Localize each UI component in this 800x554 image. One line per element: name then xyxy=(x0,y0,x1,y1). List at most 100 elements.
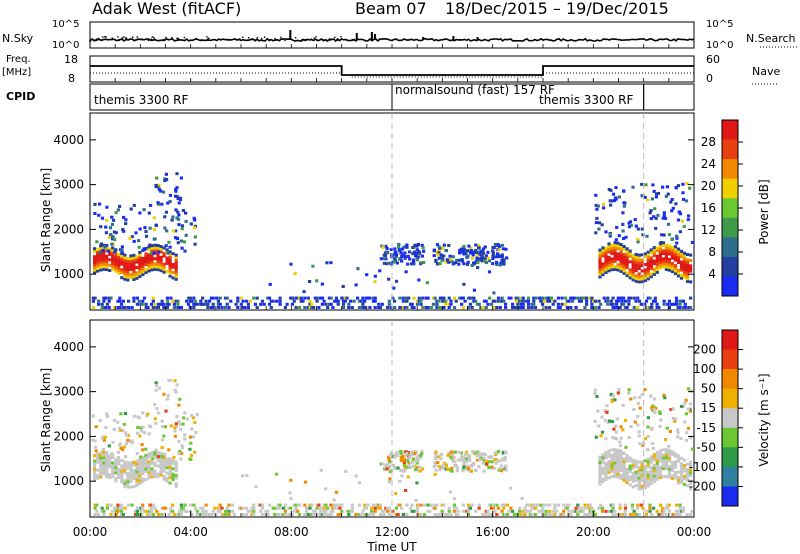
echo-cell xyxy=(637,460,641,464)
echo-cell xyxy=(172,513,176,516)
echo-cell xyxy=(467,454,471,458)
echo-cell xyxy=(107,296,111,300)
echo-cell xyxy=(486,256,490,260)
echo-cell xyxy=(118,299,122,303)
echo-cell xyxy=(403,306,407,309)
nsearch-point xyxy=(301,38,303,41)
echo-cell xyxy=(150,461,154,465)
echo-cell xyxy=(414,246,418,250)
echo-cell xyxy=(655,192,659,196)
echo-cell xyxy=(442,299,446,303)
echo-cell xyxy=(682,273,687,277)
echo-cell xyxy=(137,245,141,249)
echo-cell xyxy=(154,388,158,392)
echo-cell xyxy=(129,466,133,470)
echo-cell xyxy=(174,259,178,262)
echo-cell xyxy=(357,306,361,309)
echo-cell xyxy=(135,271,139,275)
echo-cell xyxy=(613,448,617,452)
echo-cell xyxy=(406,254,410,258)
echo-cell xyxy=(341,285,345,288)
echo-cell xyxy=(651,183,655,187)
echo-cell xyxy=(504,302,508,306)
echo-cell xyxy=(410,450,414,454)
echo-cell xyxy=(417,513,421,516)
echo-cell xyxy=(260,506,265,510)
echo-cell xyxy=(610,260,614,264)
echo-cell xyxy=(349,299,353,303)
echo-cell xyxy=(666,192,670,196)
echo-cell xyxy=(105,456,109,460)
nsearch-point xyxy=(96,38,98,40)
echo-cell xyxy=(111,474,115,478)
echo-cell xyxy=(676,509,680,513)
echo-cell xyxy=(465,464,470,468)
echo-cell xyxy=(180,227,184,231)
echo-cell xyxy=(670,474,674,478)
echo-cell xyxy=(329,513,333,516)
echo-cell xyxy=(628,478,632,482)
echo-cell xyxy=(320,296,324,300)
echo-cell xyxy=(123,506,127,510)
echo-cell xyxy=(107,444,111,448)
nsky-label: N.Sky xyxy=(2,32,34,45)
echo-cell xyxy=(503,451,508,455)
echo-cell xyxy=(670,267,674,271)
echo-cell xyxy=(411,457,416,461)
echo-cell xyxy=(153,403,157,406)
echo-cell xyxy=(689,436,693,440)
echo-cell xyxy=(458,251,462,255)
echo-cell xyxy=(627,225,632,229)
echo-cell xyxy=(667,509,671,513)
echo-cell xyxy=(659,503,663,507)
y-tick-label: 3000 xyxy=(53,385,84,399)
echo-cell xyxy=(135,509,139,513)
echo-cell xyxy=(119,509,124,513)
echo-cell xyxy=(673,264,678,268)
echo-cell xyxy=(610,252,614,256)
echo-cell xyxy=(108,263,112,267)
echo-cell xyxy=(604,230,608,234)
echo-cell xyxy=(159,465,163,469)
nsearch-point xyxy=(261,37,263,40)
echo-cell xyxy=(646,416,650,420)
echo-cell xyxy=(248,299,252,303)
echo-cell xyxy=(459,250,463,254)
echo-cell xyxy=(105,459,109,462)
echo-cell xyxy=(598,479,602,483)
echo-cell xyxy=(667,263,671,267)
echo-cell xyxy=(634,470,638,474)
echo-cell xyxy=(613,251,617,255)
echo-cell xyxy=(431,506,435,510)
echo-cell xyxy=(102,472,106,476)
echo-cell xyxy=(585,302,589,306)
echo-cell xyxy=(144,260,148,264)
echo-cell xyxy=(622,271,626,275)
echo-cell xyxy=(594,221,598,225)
echo-cell xyxy=(144,257,148,261)
echo-cell xyxy=(180,246,184,250)
echo-cell xyxy=(652,251,656,255)
echo-cell xyxy=(166,251,170,255)
echo-cell xyxy=(420,243,424,247)
echo-cell xyxy=(604,451,608,455)
echo-cell xyxy=(132,468,136,472)
colorbar-cell xyxy=(722,178,738,199)
echo-cell xyxy=(144,234,149,238)
echo-cell xyxy=(142,247,146,251)
echo-cell xyxy=(442,503,446,507)
echo-cell xyxy=(107,299,111,303)
echo-cell xyxy=(462,250,466,254)
echo-cell xyxy=(619,243,623,246)
echo-cell xyxy=(135,462,139,466)
echo-cell xyxy=(503,458,507,462)
echo-cell xyxy=(124,442,128,446)
echo-cell xyxy=(121,513,125,516)
echo-cell xyxy=(174,299,178,303)
echo-cell xyxy=(454,261,458,265)
echo-cell xyxy=(556,302,560,306)
echo-cell xyxy=(454,513,458,516)
echo-cell xyxy=(548,503,552,507)
echo-cell xyxy=(403,468,407,471)
echo-cell xyxy=(245,506,249,510)
